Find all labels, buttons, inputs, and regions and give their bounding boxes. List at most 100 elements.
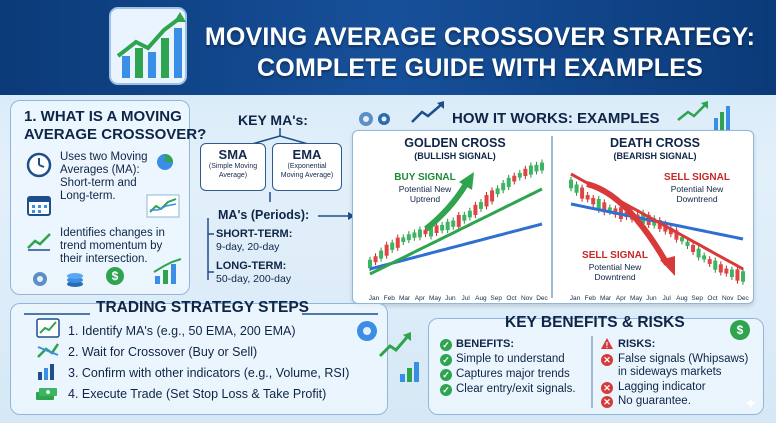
buy-desc-line-2: Uptrend [409,194,441,204]
calendar-icon [27,196,51,216]
check-icon: ✓ [440,354,452,366]
sell-signal-desc-1: Potential New Downtrend [652,184,742,204]
money-stack-icon [36,388,57,400]
candlestick [467,207,472,221]
step-item-1: 1. Identify MA's (e.g., 50 EMA, 200 EMA) [68,324,296,338]
risk1-line-1: False signals (Whipsaws) [618,353,749,365]
month-label: Jan [369,295,380,302]
benefits-title: KEY BENEFITS & RISKS [505,314,685,331]
bar-chart-icon [153,258,182,284]
candlestick [729,266,734,281]
risk-item-2: Lagging indicator [618,381,706,393]
sell-signal-label-2: SELL SIGNAL [582,250,648,261]
periods-connector [207,192,355,280]
item1-line-3: Short-term and [60,177,137,189]
candlestick [434,222,439,237]
steps-title-deco-left [24,313,90,315]
candlestick [707,256,712,267]
month-label: Feb [585,295,597,302]
title-line-2: COMPLETE GUIDE WITH EXAMPLES [257,54,703,82]
month-label: Aug [676,295,688,302]
dollar-coin-icon: $ [106,267,124,285]
candlestick [696,245,701,261]
risk1-line-2: in sideways markets [618,366,722,378]
candlestick [591,194,596,208]
month-label: Aug [475,295,487,302]
examples-divider [551,136,553,298]
long-term-value: 50-day, 200-day [216,273,292,285]
item2-line-2: trend momentum by [60,240,163,252]
what-is-item-2: Identifies changes in trend momentum by … [60,227,165,266]
candlestick [517,169,522,181]
candlestick [674,227,679,243]
growth-arrow-icon [378,332,411,358]
line-trend-icon [146,194,180,218]
benefits-label: BENEFITS: [456,338,515,350]
candlestick [456,212,461,230]
slow-ma-line [369,222,543,271]
gear-icons [359,112,390,126]
golden-cross-chart: Jan Feb Mar Apr May Jun Jul Aug Sep Oct Nov Dec [368,159,549,302]
month-label: Jul [662,295,671,302]
death-cross-chart: Jan Feb Mar Apr May Jun Jul Aug Sep Oct Nov Dec [569,172,750,302]
candlestick [685,238,690,250]
month-label: Oct [707,295,717,302]
check-icon: ✓ [440,384,452,396]
benefit-item-3: Clear entry/exit signals. [456,383,576,395]
candlestick [412,229,417,241]
x-icon: ✕ [601,396,613,408]
candlestick [395,234,400,251]
candlestick [702,252,707,263]
risks-label: RISKS: [618,338,656,350]
candlestick [478,199,483,212]
x-icon: ✕ [601,382,613,394]
risk-item-1: False signals (Whipsaws) in sideways mar… [618,353,748,379]
svg-text:$: $ [737,323,744,337]
month-label: May [630,295,643,302]
sell-desc2-line-1: Potential New [588,262,642,272]
candlestick [602,199,607,216]
x-icon: ✕ [601,354,613,366]
candlestick [473,201,478,219]
sma-sub-line-2: Average) [218,172,248,179]
pie-chart-icon [157,154,173,170]
candlestick [713,257,718,273]
month-label: Nov [722,295,734,302]
what-is-title-line-2: AVERAGE CROSSOVER? [24,126,207,143]
month-label: Dec [536,295,548,302]
sell-desc1-line-2: Downtrend [676,194,718,204]
candlestick [506,174,511,191]
ema-subtitle: (Exponential Moving Average) [273,162,341,180]
buy-arrow [424,182,469,232]
candlestick [423,226,428,238]
candlestick [440,221,445,234]
item1-line-4: Long-term. [60,190,116,202]
month-label: May [429,295,442,302]
item2-line-1: Identifies changes in [60,227,165,239]
step-item-3: 3. Confirm with other indicators (e.g., … [68,366,350,380]
candlestick [585,192,590,203]
benefit-item-2: Captures major trends [456,368,570,380]
candlestick [417,226,422,241]
settings-gear-icon [357,321,377,341]
candlestick [724,265,729,277]
sell-desc2-line-2: Downtrend [594,272,636,282]
month-label: Oct [506,295,516,302]
candlestick [379,247,384,262]
candlestick [495,185,500,198]
what-is-item-1: Uses two Moving Averages (MA): Short-ter… [60,151,148,203]
sell-signal-desc-2: Potential New Downtrend [570,262,660,282]
candlestick [580,184,585,202]
dollar-badge-icon: $ [730,320,750,340]
steps-title-deco-right [302,313,378,315]
step-item-2: 2. Wait for Crossover (Buy or Sell) [68,345,258,359]
candlestick [691,241,696,256]
candlestick [523,165,528,180]
crossover-icon [37,343,60,358]
clock-icon [26,152,52,178]
svg-text:!: ! [606,341,609,350]
month-label: Jun [445,295,456,302]
benefits-panel [428,318,764,415]
candlestick [484,192,489,210]
month-label: Mar [600,295,612,302]
